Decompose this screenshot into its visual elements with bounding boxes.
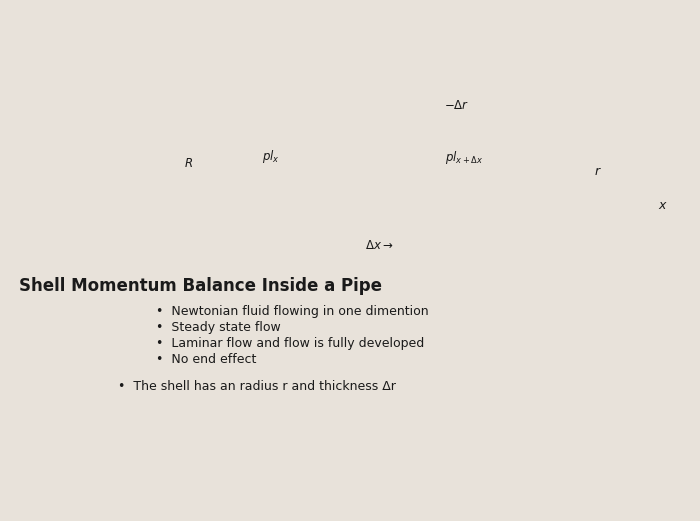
Text: $-\Delta r$: $-\Delta r$ bbox=[444, 100, 469, 113]
Text: Shell Momentum Balance Inside a Pipe: Shell Momentum Balance Inside a Pipe bbox=[20, 277, 382, 294]
Text: R: R bbox=[185, 157, 193, 170]
Text: $pl_{x+\Delta x}$: $pl_{x+\Delta x}$ bbox=[444, 149, 483, 166]
Text: •  Steady state flow: • Steady state flow bbox=[156, 321, 281, 334]
Text: x: x bbox=[659, 199, 666, 212]
Text: •  The shell has an radius r and thickness Δr: • The shell has an radius r and thicknes… bbox=[118, 380, 395, 393]
Text: $pl_x$: $pl_x$ bbox=[262, 147, 280, 165]
Text: $\Delta x \rightarrow$: $\Delta x \rightarrow$ bbox=[365, 239, 394, 252]
Text: •  Laminar flow and flow is fully developed: • Laminar flow and flow is fully develop… bbox=[156, 337, 424, 350]
Text: •  No end effect: • No end effect bbox=[156, 353, 256, 366]
Text: r: r bbox=[594, 165, 600, 178]
Text: •  Newtonian fluid flowing in one dimention: • Newtonian fluid flowing in one dimenti… bbox=[156, 305, 428, 318]
